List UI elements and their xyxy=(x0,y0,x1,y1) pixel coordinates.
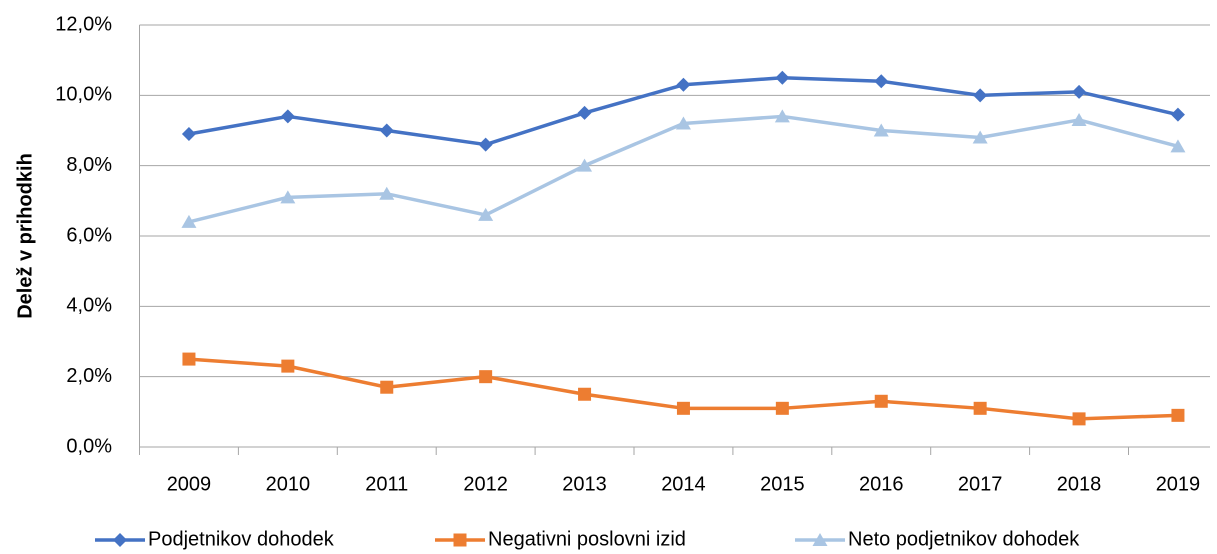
series-line xyxy=(188,114,1179,224)
marker xyxy=(280,190,296,204)
x-tick-label: 2012 xyxy=(463,473,508,495)
x-tick-label: 2016 xyxy=(859,473,904,495)
marker xyxy=(812,533,828,546)
marker xyxy=(181,214,197,228)
legend-label: Podjetnikov dohodek xyxy=(148,528,335,550)
marker xyxy=(873,123,889,137)
marker xyxy=(479,370,493,384)
marker xyxy=(577,158,593,172)
x-tick-label: 2009 xyxy=(167,473,212,495)
x-tick-label: 2010 xyxy=(266,473,311,495)
x-tick-label: 2015 xyxy=(760,473,805,495)
y-tick-label: 0,0% xyxy=(66,435,112,457)
x-tick-label: 2018 xyxy=(1057,473,1102,495)
marker xyxy=(380,380,394,394)
y-tick-label: 2,0% xyxy=(66,365,112,387)
marker xyxy=(972,130,988,144)
marker xyxy=(774,109,790,123)
y-tick-label: 8,0% xyxy=(66,154,112,176)
marker xyxy=(578,387,592,401)
x-tick-label: 2017 xyxy=(958,473,1003,495)
marker xyxy=(478,207,494,221)
y-tick-label: 6,0% xyxy=(66,224,112,246)
y-tick-label: 10,0% xyxy=(55,84,112,106)
marker xyxy=(676,77,691,92)
marker xyxy=(1072,412,1086,426)
marker xyxy=(874,394,888,408)
marker xyxy=(775,70,790,85)
marker xyxy=(478,137,493,152)
marker xyxy=(874,74,889,89)
marker xyxy=(1170,139,1186,153)
marker xyxy=(113,533,127,547)
y-tick-label: 12,0% xyxy=(55,13,112,35)
marker xyxy=(973,88,988,103)
marker xyxy=(280,109,295,124)
y-tick-label: 4,0% xyxy=(66,295,112,317)
legend-label: Negativni poslovni izid xyxy=(488,528,686,550)
marker xyxy=(1071,112,1087,126)
marker xyxy=(1072,84,1087,99)
legend-label: Neto podjetnikov dohodek xyxy=(848,528,1080,550)
x-tick-label: 2013 xyxy=(562,473,607,495)
x-tick-label: 2011 xyxy=(365,473,408,495)
marker xyxy=(453,533,467,547)
marker xyxy=(775,401,789,415)
marker xyxy=(577,105,592,120)
y-axis-label: Delež v prihodkih xyxy=(14,153,36,319)
marker xyxy=(1170,107,1185,122)
x-tick-label: 2014 xyxy=(661,473,706,495)
marker xyxy=(379,186,395,200)
marker xyxy=(1171,408,1185,422)
marker xyxy=(973,401,987,415)
marker xyxy=(676,401,690,415)
x-tick-label: 2019 xyxy=(1156,473,1201,495)
marker xyxy=(379,123,394,138)
marker xyxy=(675,116,691,130)
marker xyxy=(281,359,295,373)
marker xyxy=(182,352,196,366)
marker xyxy=(181,127,196,142)
